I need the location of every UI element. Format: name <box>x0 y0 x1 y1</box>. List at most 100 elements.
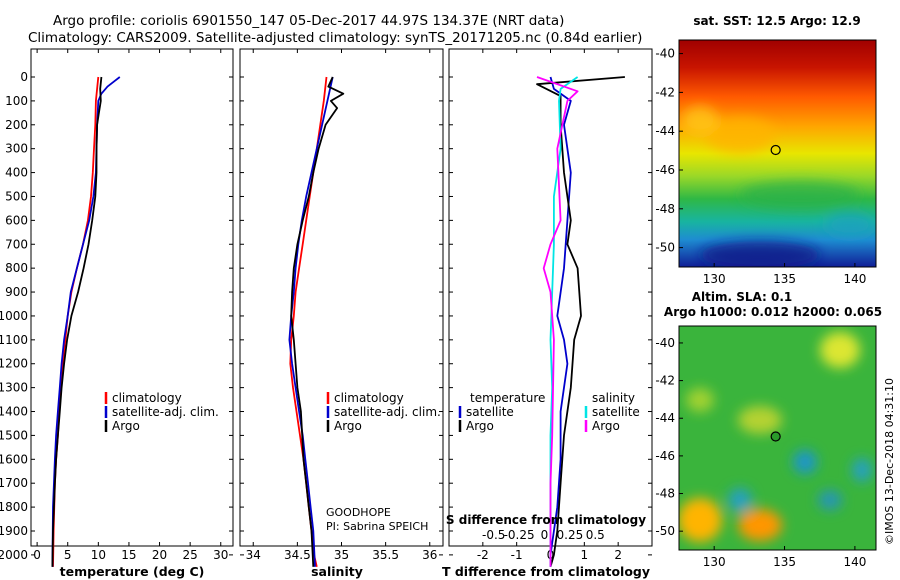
x-tick-label: -2 <box>477 548 489 562</box>
map-y-tick-label: -48 <box>655 202 675 216</box>
difference-legend: temperature salinity satellite Argo sate… <box>458 391 640 433</box>
x-tick-label: 35.5 <box>372 548 399 562</box>
y-tick-label: 200 <box>5 118 28 132</box>
sla-map: Altim. SLA: 0.1 Argo h1000: 0.012 h2000:… <box>655 290 882 569</box>
figure-title-line1: Argo profile: coriolis 6901550_147 05-De… <box>53 13 564 29</box>
top-tick-label: 0.25 <box>557 528 584 542</box>
map-x-tick-label: 140 <box>843 272 866 286</box>
x-tick-label: 10 <box>91 548 106 562</box>
sst-map-frame <box>678 39 877 268</box>
legend-satellite-label: satellite-adj. clim. <box>334 405 441 419</box>
imos-credit: ©IMOS 13-Dec-2018 04:31:10 <box>883 378 896 545</box>
legend-satellite-label: satellite-adj. clim. <box>112 405 219 419</box>
y-tick-label: 1900 <box>0 524 28 538</box>
sst-map: sat. SST: 12.5 Argo: 12.9 130 135 140 -40 -4… <box>655 14 877 286</box>
map-y-tick-label: -40 <box>655 336 675 350</box>
map-y-tick-label: -48 <box>655 487 675 501</box>
top-tick-label: 0 <box>541 528 549 542</box>
sla-map-title-line2: Argo h1000: 0.012 h2000: 0.065 <box>664 305 882 319</box>
x-tick-label: -1 <box>511 548 523 562</box>
y-tick-label: 2000 <box>0 548 28 562</box>
series-line-argo <box>290 76 345 567</box>
legend-t-argo-label: Argo <box>466 419 494 433</box>
series-line-t-argo <box>536 76 625 568</box>
figure-title-line2: Climatology: CARS2009. Satellite-adjuste… <box>28 30 642 46</box>
temperature-axes <box>30 48 234 547</box>
salinity-xlabel: salinity <box>311 564 363 579</box>
map-y-tick-label: -44 <box>655 124 675 138</box>
legend-s-argo-label: Argo <box>592 419 620 433</box>
temperature-xlabel: temperature (deg C) <box>60 564 205 579</box>
y-tick-label: 1800 <box>0 500 28 514</box>
sla-map-frame <box>678 325 877 551</box>
sst-cool-eddy <box>682 106 718 134</box>
sst-cold-core <box>700 241 820 267</box>
map-y-tick-label: -50 <box>655 524 675 538</box>
top-tick-label: 0.5 <box>586 528 605 542</box>
y-tick-label: 1000 <box>0 309 28 323</box>
temperature-diff-xlabel: T difference from climatology <box>442 564 650 579</box>
sla-low <box>818 490 842 510</box>
x-tick-label: 30 <box>213 548 228 562</box>
legend-sal-header: salinity <box>592 391 635 405</box>
salinity-panel: 34 34.5 35 35.5 36 climatology satellite-adj… <box>239 48 444 579</box>
y-tick-label: 300 <box>5 142 28 156</box>
y-tick-label: 100 <box>5 94 28 108</box>
y-tick-label: 900 <box>5 285 28 299</box>
legend-temp-header: temperature <box>470 391 545 405</box>
y-tick-label: 1400 <box>0 405 28 419</box>
map-x-tick-label: 135 <box>773 272 796 286</box>
legend-t-satellite-label: satellite <box>466 405 514 419</box>
x-tick-label: 5 <box>64 548 72 562</box>
y-tick-label: 1300 <box>0 381 28 395</box>
series-line-s-satellite <box>549 76 579 567</box>
x-tick-label: 34 <box>246 548 261 562</box>
y-tick-label: 800 <box>5 261 28 275</box>
map-x-tick-label: 135 <box>773 555 796 569</box>
x-tick-label: 15 <box>121 548 136 562</box>
y-tick-label: 500 <box>5 189 28 203</box>
map-x-tick-label: 140 <box>843 555 866 569</box>
sst-map-title: sat. SST: 12.5 Argo: 12.9 <box>693 14 860 28</box>
salinity-diff-label: S difference from climatology <box>446 513 646 527</box>
y-tick-label: 1500 <box>0 428 28 442</box>
sla-high <box>686 388 714 412</box>
top-tick-label: -0.5 <box>482 528 505 542</box>
temperature-legend: climatology satellite-adj. clim. Argo <box>104 391 219 433</box>
map-x-tick-label: 130 <box>703 272 726 286</box>
map-y-tick-label: -44 <box>655 411 675 425</box>
y-tick-label: 1100 <box>0 333 28 347</box>
sla-argo-marker <box>770 431 781 442</box>
legend-argo-label: Argo <box>112 419 140 433</box>
sst-argo-marker <box>770 144 781 156</box>
sla-high <box>738 509 782 541</box>
x-tick-label: 36 <box>422 548 437 562</box>
y-tick-label: 1600 <box>0 452 28 466</box>
y-tick-label: 400 <box>5 166 28 180</box>
salinity-legend: climatology satellite-adj. clim. Argo <box>326 391 441 433</box>
x-tick-label: 25 <box>183 548 198 562</box>
sst-teal-patch <box>825 213 875 237</box>
x-tick-label: 20 <box>152 548 167 562</box>
project-annotation: GOODHOPE <box>326 506 391 519</box>
map-y-tick-label: -40 <box>655 47 675 61</box>
y-tick-label: 1200 <box>0 357 28 371</box>
difference-panel: -2 -1 0 1 2 temperature salinity satellite A… <box>442 48 653 579</box>
legend-climatology-label: climatology <box>112 391 182 405</box>
map-y-tick-label: -42 <box>655 374 675 388</box>
sla-map-title-line1: Altim. SLA: 0.1 <box>692 290 793 304</box>
y-tick-label: 700 <box>5 237 28 251</box>
map-x-tick-label: 130 <box>703 555 726 569</box>
x-tick-label: 2 <box>614 548 622 562</box>
y-tick-label: 0 <box>20 70 28 84</box>
sla-high <box>738 406 782 434</box>
series-line-argo <box>51 76 103 567</box>
sla-low <box>793 450 817 474</box>
x-tick-label: 0 <box>33 548 41 562</box>
series-line-t-satellite <box>549 76 572 567</box>
sla-low <box>852 458 872 482</box>
map-y-tick-label: -46 <box>655 163 675 177</box>
legend-argo-label: Argo <box>334 419 362 433</box>
x-tick-label: 34.5 <box>284 548 311 562</box>
